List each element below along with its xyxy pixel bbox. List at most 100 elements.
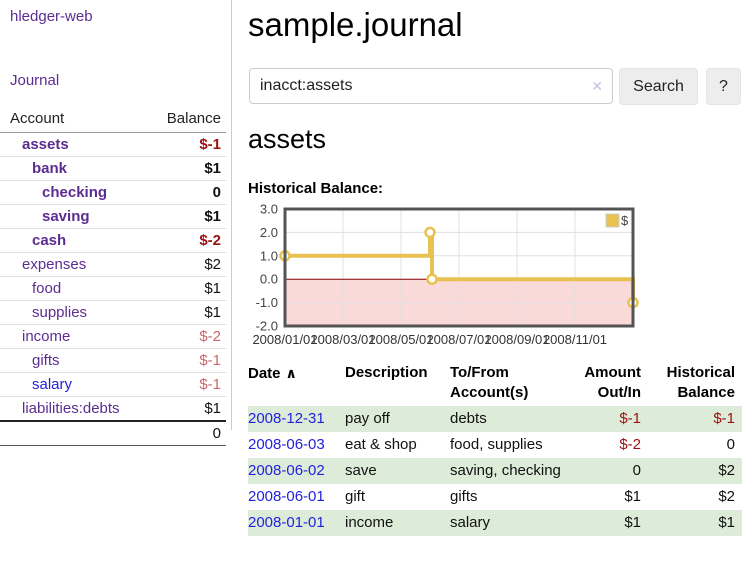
account-balance: $1 — [143, 204, 226, 229]
svg-text:2008/05/01: 2008/05/01 — [368, 332, 433, 347]
accounts-header-account: Account — [0, 106, 144, 133]
account-balance: $2 — [143, 252, 226, 277]
transaction-amount: $1 — [624, 488, 641, 505]
historical-balance-chart: 3.0 2.0 1.0 0.0 -1.0 -2.02008/01/012008/03/01… — [252, 202, 639, 347]
account-link-assets[interactable]: assets — [22, 136, 69, 153]
account-link-gifts[interactable]: gifts — [32, 352, 60, 369]
account-link-expenses[interactable]: expenses — [22, 256, 87, 273]
account-balance: $1 — [143, 396, 226, 422]
transaction-amount: $-2 — [619, 436, 641, 453]
transaction-date-link[interactable]: 2008-01-01 — [248, 514, 325, 531]
account-balance: $-1 — [143, 348, 226, 373]
transaction-date-link[interactable]: 2008-06-03 — [248, 436, 325, 453]
transaction-accounts: food, supplies — [450, 436, 543, 453]
svg-text:2.0: 2.0 — [260, 225, 278, 240]
svg-text:2008/09/01: 2008/09/01 — [484, 332, 549, 347]
account-row: saving $1 — [0, 204, 226, 229]
account-link-saving[interactable]: saving — [42, 208, 90, 225]
transaction-balance: $1 — [718, 514, 735, 531]
account-balance: $-2 — [143, 228, 226, 253]
register-row: 2008-01-01 income salary $1 $1 — [248, 510, 742, 536]
page-title: sample.journal — [248, 6, 463, 43]
transaction-balance: $-1 — [713, 410, 735, 427]
account-row: checking 0 — [0, 180, 226, 205]
transaction-accounts: salary — [450, 514, 491, 531]
account-row: assets $-1 — [0, 132, 226, 157]
account-balance: $1 — [143, 276, 226, 301]
svg-text:-1.0: -1.0 — [256, 295, 278, 310]
svg-text:2008/01/01: 2008/01/01 — [252, 332, 317, 347]
svg-text:0.0: 0.0 — [260, 272, 278, 287]
register-row: 2008-06-01 gift gifts $1 $2 — [248, 484, 742, 510]
search-input[interactable] — [249, 68, 613, 104]
account-row: expenses $2 — [0, 252, 226, 277]
accounts-table: Account Balance assets $-1 bank $1 check… — [0, 106, 226, 446]
register-header-accounts: To/From Account(s) — [450, 364, 529, 401]
account-link-income[interactable]: income — [22, 328, 71, 345]
account-balance: $-1 — [143, 372, 226, 397]
transaction-date-link[interactable]: 2008-06-02 — [248, 462, 325, 479]
account-link-cash[interactable]: cash — [32, 232, 67, 249]
account-row: bank $1 — [0, 156, 226, 181]
sidebar: hledger-web Journal Account Balance asse… — [0, 0, 232, 446]
account-heading: assets — [248, 124, 327, 154]
account-link-checking[interactable]: checking — [42, 184, 108, 201]
transaction-description: income — [345, 514, 394, 531]
help-button[interactable]: ? — [706, 68, 741, 105]
transaction-accounts: debts — [450, 410, 487, 427]
account-row: supplies $1 — [0, 300, 226, 325]
transaction-balance: $2 — [718, 488, 735, 505]
account-balance: $-1 — [143, 132, 226, 157]
date-header-label: Date — [248, 365, 281, 382]
sort-ascending-icon: ∧ — [285, 365, 297, 381]
svg-text:2008/07/01: 2008/07/01 — [426, 332, 491, 347]
search-button[interactable]: Search — [619, 68, 698, 105]
transaction-description: eat & shop — [345, 436, 417, 453]
account-row: salary $-1 — [0, 372, 226, 397]
account-link-salary[interactable]: salary — [32, 376, 73, 393]
accounts-total: 0 — [143, 420, 226, 446]
chart-title: Historical Balance: — [248, 180, 384, 197]
app-brand-link[interactable]: hledger-web — [10, 8, 93, 25]
account-row: income $-2 — [0, 324, 226, 349]
transaction-description: gift — [345, 488, 366, 505]
register-table: Date ∧ Description To/From Account(s) Amo… — [248, 360, 742, 536]
transaction-amount: 0 — [632, 462, 641, 479]
account-row: food $1 — [0, 276, 226, 301]
sidebar-item-journal[interactable]: Journal — [10, 72, 60, 89]
account-link-food[interactable]: food — [32, 280, 62, 297]
register-row: 2008-06-03 eat & shop food, supplies $-2… — [248, 432, 742, 458]
account-balance: $1 — [143, 300, 226, 325]
account-link-liabilities-debts[interactable]: liabilities:debts — [22, 400, 120, 417]
account-row: cash $-2 — [0, 228, 226, 253]
account-link-bank[interactable]: bank — [32, 160, 68, 177]
account-link-supplies[interactable]: supplies — [32, 304, 88, 321]
register-header-description: Description — [345, 364, 428, 381]
transaction-description: pay off — [345, 410, 390, 427]
transaction-accounts: gifts — [450, 488, 478, 505]
account-row: liabilities:debts $1 — [0, 396, 226, 422]
account-balance: $1 — [143, 156, 226, 181]
accounts-header-balance: Balance — [143, 106, 226, 133]
transaction-accounts: saving, checking — [450, 462, 561, 479]
account-row: gifts $-1 — [0, 348, 226, 373]
transaction-amount: $1 — [624, 514, 641, 531]
register-header-balance: Historical Balance — [666, 364, 735, 401]
transaction-description: save — [345, 462, 377, 479]
transaction-balance: $2 — [718, 462, 735, 479]
register-row: 2008-06-02 save saving, checking 0 $2 — [248, 458, 742, 484]
clear-search-icon[interactable]: ✕ — [591, 78, 603, 94]
svg-text:3.0: 3.0 — [260, 202, 278, 217]
transaction-balance: 0 — [726, 436, 735, 453]
transaction-amount: $-1 — [619, 410, 641, 427]
svg-text:-2.0: -2.0 — [256, 319, 278, 334]
accounts-total-row: 0 — [0, 420, 226, 446]
search-box: ✕ — [249, 68, 613, 104]
account-balance: $-2 — [143, 324, 226, 349]
register-header-row: Date ∧ Description To/From Account(s) Amo… — [248, 360, 742, 406]
register-header-date[interactable]: Date ∧ — [248, 360, 345, 406]
transaction-date-link[interactable]: 2008-06-01 — [248, 488, 325, 505]
transaction-date-link[interactable]: 2008-12-31 — [248, 410, 325, 427]
svg-text:$: $ — [621, 213, 629, 228]
register-header-amount: Amount Out/In — [584, 364, 641, 401]
